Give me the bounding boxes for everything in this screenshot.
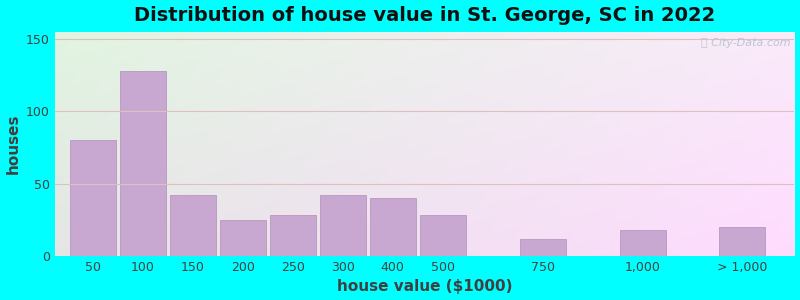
Bar: [519, 239, 566, 256]
Bar: [170, 195, 216, 256]
Bar: [120, 71, 166, 256]
Bar: [719, 227, 766, 256]
Bar: [420, 215, 466, 256]
Y-axis label: houses: houses: [6, 114, 21, 174]
Text: ⓘ City-Data.com: ⓘ City-Data.com: [701, 38, 790, 48]
Bar: [370, 198, 416, 256]
Bar: [619, 230, 666, 256]
Title: Distribution of house value in St. George, SC in 2022: Distribution of house value in St. Georg…: [134, 6, 715, 25]
Bar: [70, 140, 116, 256]
Bar: [220, 220, 266, 256]
Bar: [270, 215, 316, 256]
X-axis label: house value ($1000): house value ($1000): [337, 279, 512, 294]
Bar: [320, 195, 366, 256]
